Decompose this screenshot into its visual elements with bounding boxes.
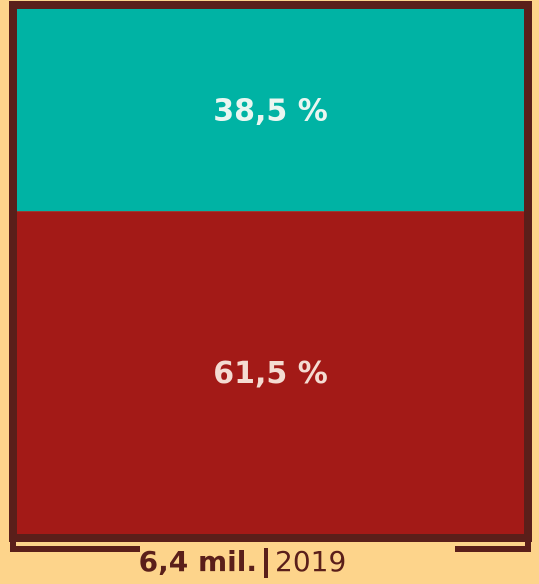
bars: 61,5 % 38,5 % [17,9,524,534]
value-label: 38,5 % [213,94,328,129]
total-label: 6,4 mil. [139,545,257,578]
separator [264,548,268,578]
frame [9,1,532,542]
category-label: 2019 [275,545,346,578]
bar-segment [17,211,524,534]
value-label: 61,5 % [213,356,328,391]
bar-segment [17,9,524,212]
frame-base [10,538,531,552]
